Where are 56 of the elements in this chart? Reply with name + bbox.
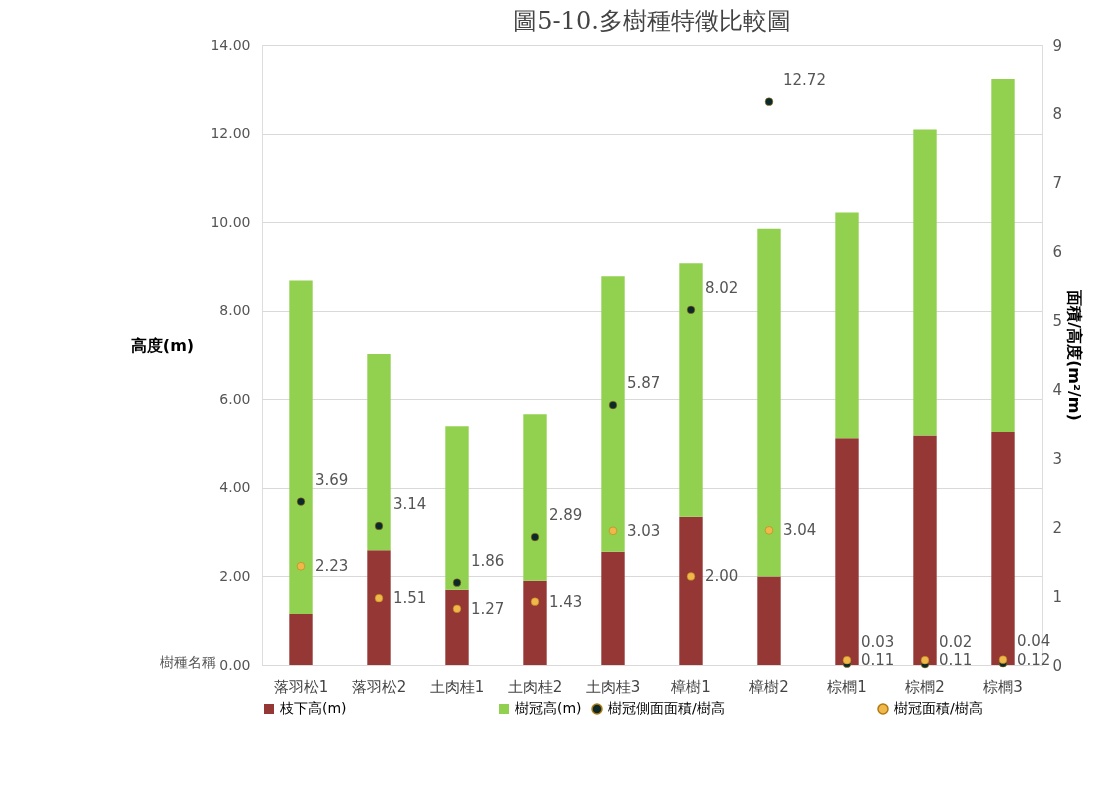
y-tick-label: 8.00 bbox=[219, 302, 251, 319]
x-tick-label: 落羽松1 bbox=[273, 677, 329, 696]
x-tick-label: 棕櫚3 bbox=[983, 677, 1023, 696]
y2-axis-title: 面積/高度(m²/m) bbox=[1065, 289, 1085, 421]
x-tick-label: 土肉桂1 bbox=[429, 677, 485, 696]
y-axis-title: 高度(m) bbox=[130, 335, 195, 355]
y2-tick-label: 4 bbox=[1052, 380, 1063, 399]
x-tick-label: 土肉桂2 bbox=[507, 677, 563, 696]
y2-tick-label: 0 bbox=[1052, 656, 1063, 675]
x-tick-label: 樟樹2 bbox=[748, 677, 789, 696]
legend-label: 樹冠側面面積/樹高 bbox=[608, 700, 725, 716]
y2-tick-label: 7 bbox=[1052, 174, 1063, 193]
data-label: 1.27 bbox=[471, 599, 505, 618]
x-tick-label: 棕櫚2 bbox=[905, 677, 945, 696]
x-tick-label: 落羽松2 bbox=[351, 677, 407, 696]
data-label: 2.00 bbox=[705, 567, 739, 586]
x-axis-title: 樹種名稱 bbox=[159, 653, 216, 670]
data-label: 1.51 bbox=[393, 589, 427, 608]
x-tick-label: 樟樹1 bbox=[670, 677, 711, 696]
y2-tick-label: 9 bbox=[1052, 36, 1063, 55]
data-label: 3.69 bbox=[315, 470, 349, 489]
data-label: 1.86 bbox=[471, 551, 505, 570]
data-label: 3.03 bbox=[627, 521, 661, 540]
y-tick-label: 0.00 bbox=[219, 656, 251, 673]
data-label: 5.87 bbox=[627, 374, 661, 393]
data-label: 0.04 bbox=[1017, 632, 1051, 651]
y2-tick-label: 1 bbox=[1052, 587, 1063, 606]
y2-tick-label: 6 bbox=[1052, 243, 1063, 262]
data-label: 0.11 bbox=[861, 651, 895, 670]
data-label: 1.43 bbox=[549, 592, 583, 611]
legend-label: 枝下高(m) bbox=[279, 700, 347, 716]
chart-title: 圖5-10.多樹種特徵比較圖 bbox=[513, 7, 791, 35]
legend-label: 樹冠高(m) bbox=[515, 700, 582, 716]
y-tick-label: 4.00 bbox=[219, 479, 251, 496]
data-label: 0.12 bbox=[1017, 650, 1051, 669]
y-tick-label: 10.00 bbox=[210, 213, 251, 230]
data-label: 8.02 bbox=[705, 278, 739, 297]
data-label: 3.14 bbox=[393, 494, 427, 513]
y2-tick-label: 5 bbox=[1052, 312, 1063, 331]
legend-label: 樹冠面積/樹高 bbox=[894, 700, 983, 716]
data-label: 2.23 bbox=[315, 557, 349, 576]
y-tick-label: 2.00 bbox=[219, 567, 251, 584]
data-label: 12.72 bbox=[783, 70, 826, 89]
x-tick-label: 棕櫚1 bbox=[827, 677, 867, 696]
data-label: 2.89 bbox=[549, 506, 583, 525]
data-label: 0.11 bbox=[939, 651, 973, 670]
data-label: 0.02 bbox=[939, 633, 973, 652]
x-tick-label: 土肉桂3 bbox=[585, 677, 641, 696]
y-tick-label: 14.00 bbox=[210, 36, 251, 53]
y2-tick-label: 3 bbox=[1052, 449, 1063, 468]
data-label: 3.04 bbox=[783, 521, 817, 540]
y-tick-label: 6.00 bbox=[219, 390, 251, 407]
y2-tick-label: 8 bbox=[1052, 105, 1063, 124]
y2-tick-label: 2 bbox=[1052, 518, 1063, 537]
y-tick-label: 12.00 bbox=[210, 125, 251, 142]
data-label: 0.03 bbox=[861, 632, 895, 651]
